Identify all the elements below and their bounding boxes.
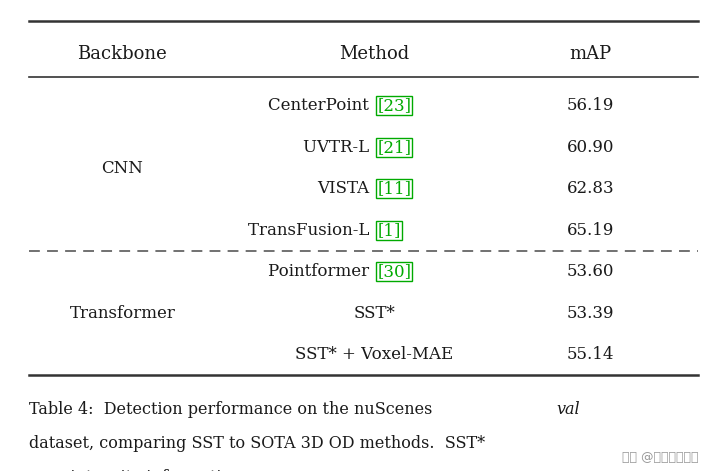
Text: SST*: SST* [354,305,395,322]
Text: Table 4:  Detection performance on the nuScenes: Table 4: Detection performance on the nu… [29,401,437,418]
Text: 知乎 @自动驾驶之心: 知乎 @自动驾驶之心 [622,451,698,464]
Text: 65.19: 65.19 [567,222,614,239]
Text: Pointformer: Pointformer [268,263,374,280]
Text: [21]: [21] [377,139,411,156]
Text: TransFusion-L: TransFusion-L [248,222,374,239]
Text: 53.39: 53.39 [567,305,614,322]
Text: Method: Method [339,45,410,63]
Text: 56.19: 56.19 [567,97,614,114]
Text: 60.90: 60.90 [567,139,614,156]
Text: [23]: [23] [377,97,411,114]
Text: 62.83: 62.83 [567,180,614,197]
Text: 55.14: 55.14 [567,346,614,363]
Text: Transformer: Transformer [69,305,176,322]
Text: uses intensity information.: uses intensity information. [29,469,246,471]
Text: [11]: [11] [377,180,411,197]
Text: val: val [556,401,580,418]
Text: Backbone: Backbone [78,45,167,63]
Text: UVTR-L: UVTR-L [303,139,374,156]
Text: dataset, comparing SST to SOTA 3D OD methods.  SST*: dataset, comparing SST to SOTA 3D OD met… [29,435,485,452]
Text: [1]: [1] [377,222,400,239]
Text: VISTA: VISTA [317,180,374,197]
Text: 53.60: 53.60 [567,263,614,280]
Text: SST* + Voxel-MAE: SST* + Voxel-MAE [295,346,454,363]
Text: CNN: CNN [102,160,143,177]
Text: [30]: [30] [377,263,411,280]
Text: CenterPoint: CenterPoint [269,97,374,114]
Text: mAP: mAP [570,45,611,63]
